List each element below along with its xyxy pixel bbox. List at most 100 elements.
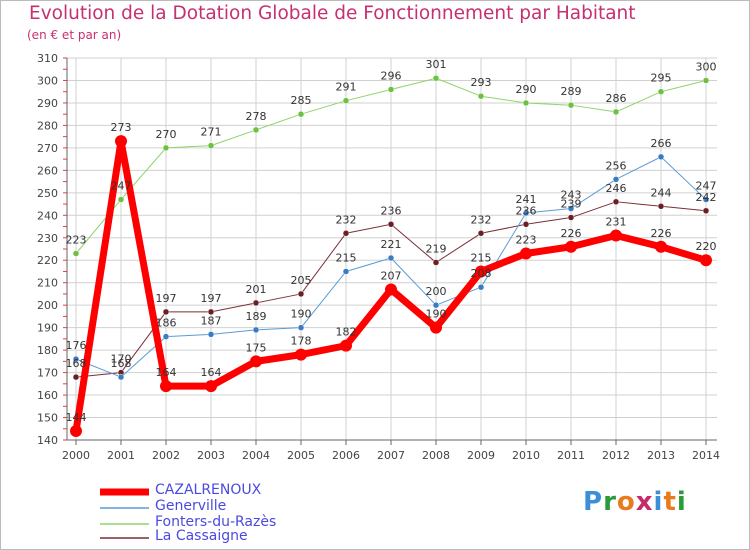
data-label: 223	[516, 233, 537, 246]
data-label: 220	[696, 240, 717, 253]
x-tick-label: 2012	[602, 449, 630, 462]
data-label: 226	[561, 227, 582, 240]
y-tick-label: 300	[37, 74, 58, 87]
y-tick-label: 230	[37, 232, 58, 245]
y-tick-label: 180	[37, 344, 58, 357]
x-tick-label: 2000	[62, 449, 90, 462]
logo-letter: P	[583, 487, 604, 517]
data-point	[385, 283, 397, 296]
data-point	[432, 259, 440, 266]
data-label: 175	[246, 341, 267, 354]
data-point	[205, 380, 217, 393]
y-tick-label: 220	[37, 254, 58, 267]
data-label: 285	[291, 94, 312, 107]
data-point	[475, 265, 487, 278]
data-point	[522, 209, 530, 217]
data-label: 289	[561, 85, 582, 98]
data-label: 286	[606, 92, 627, 105]
data-point	[522, 99, 530, 107]
legend-item-label: CAZALRENOUX	[155, 482, 262, 498]
proxiti-logo: Proxiti	[583, 487, 687, 517]
data-label: 164	[156, 366, 177, 379]
data-label: 178	[291, 335, 312, 348]
data-label: 226	[651, 227, 672, 240]
legend-item-label: La Cassaigne	[155, 528, 248, 544]
logo-letter: o	[616, 487, 636, 517]
data-label: 293	[471, 76, 492, 89]
y-tick-label: 190	[37, 322, 58, 335]
data-label: 168	[111, 357, 132, 370]
data-label: 208	[471, 267, 492, 280]
data-point	[72, 250, 80, 257]
y-tick-label: 200	[37, 299, 58, 312]
data-label: 223	[66, 233, 87, 246]
data-point	[520, 247, 532, 260]
data-label: 271	[201, 126, 222, 139]
data-label: 215	[471, 251, 492, 264]
data-label: 197	[201, 292, 222, 305]
data-label: 187	[201, 314, 222, 327]
x-tick-label: 2005	[287, 449, 315, 462]
data-point	[565, 240, 577, 253]
data-label: 278	[246, 110, 267, 123]
data-label: 190	[291, 308, 312, 321]
x-tick-label: 2001	[107, 449, 135, 462]
logo-letter: x	[635, 487, 654, 517]
data-point	[610, 229, 622, 242]
y-tick-label: 150	[37, 412, 58, 425]
x-tick-label: 2007	[377, 449, 405, 462]
y-tick-label: 310	[37, 52, 58, 65]
logo-letter: i	[653, 487, 664, 517]
data-point	[295, 348, 307, 361]
legend-item-label: Generville	[155, 498, 227, 514]
y-tick-label: 140	[37, 434, 58, 447]
x-tick-label: 2008	[422, 449, 450, 462]
data-point	[432, 301, 440, 309]
data-label: 197	[156, 292, 177, 305]
data-point	[655, 240, 667, 253]
data-label: 270	[156, 128, 177, 141]
data-point	[207, 308, 215, 316]
data-point	[567, 101, 575, 109]
data-label: 164	[201, 366, 222, 379]
data-label: 236	[516, 204, 537, 217]
data-point	[477, 92, 485, 100]
data-label: 186	[156, 317, 177, 330]
data-point	[432, 74, 440, 82]
data-point	[657, 153, 665, 161]
data-point	[702, 196, 710, 203]
data-point	[207, 142, 215, 149]
data-label: 205	[291, 274, 312, 287]
data-label: 200	[426, 285, 447, 298]
x-tick-label: 2002	[152, 449, 180, 462]
y-tick-label: 250	[37, 187, 58, 200]
data-label: 246	[606, 182, 627, 195]
data-label: 242	[696, 191, 717, 204]
y-tick-label: 160	[37, 389, 58, 402]
data-point	[297, 110, 305, 118]
data-point	[252, 326, 260, 334]
x-tick-label: 2013	[647, 449, 675, 462]
y-tick-label: 290	[37, 97, 58, 110]
logo-letter: r	[603, 487, 617, 517]
data-point	[340, 339, 352, 352]
data-label: 247	[111, 180, 132, 193]
data-point	[612, 198, 620, 206]
data-label: 290	[516, 83, 537, 96]
chart-title: Evolution de la Dotation Globale de Fonc…	[29, 3, 636, 24]
data-label: 201	[246, 283, 267, 296]
x-tick-label: 2010	[512, 449, 540, 462]
data-label: 207	[381, 269, 402, 282]
data-label: 232	[471, 213, 492, 226]
data-point	[612, 108, 620, 116]
data-point	[250, 355, 262, 368]
data-label: 231	[606, 216, 627, 229]
data-label: 236	[381, 204, 402, 217]
data-label: 232	[336, 213, 357, 226]
data-point	[70, 425, 82, 438]
chart-subtitle: (en € et par an)	[27, 28, 122, 42]
data-point	[115, 135, 127, 148]
x-tick-label: 2009	[467, 449, 495, 462]
